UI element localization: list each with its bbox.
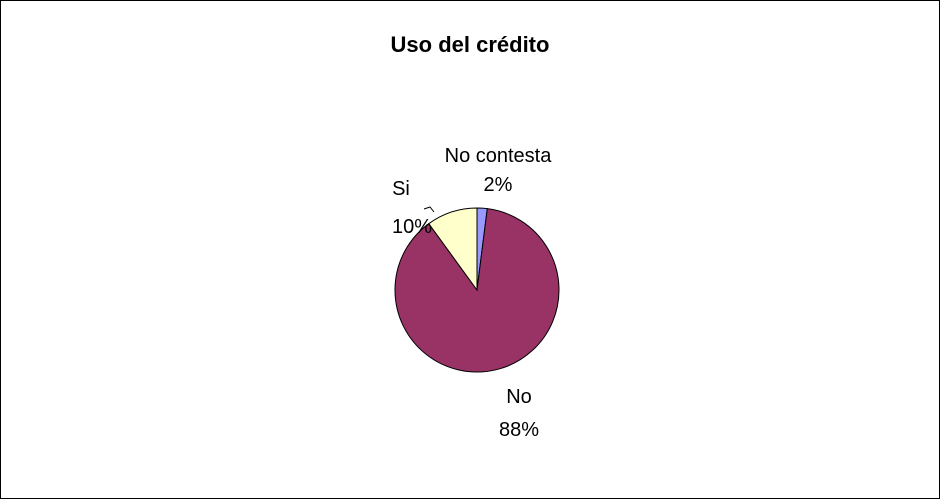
- slice-labels: No contesta 2% No 88% Si 10%: [392, 145, 552, 441]
- chart-title: Uso del crédito: [390, 32, 550, 57]
- slice-label-no: No: [506, 386, 532, 408]
- slice-percent-si: 10%: [392, 216, 432, 238]
- slice-label-si: Si: [392, 178, 410, 200]
- leader-line-si: [423, 206, 435, 213]
- leader-lines: [423, 206, 435, 213]
- slice-label-no-contesta: No contesta: [445, 145, 553, 167]
- pie-slices: [394, 207, 560, 373]
- slice-percent-no: 88%: [499, 419, 539, 441]
- slice-percent-no-contesta: 2%: [484, 174, 513, 196]
- pie-slice-si: [428, 207, 478, 292]
